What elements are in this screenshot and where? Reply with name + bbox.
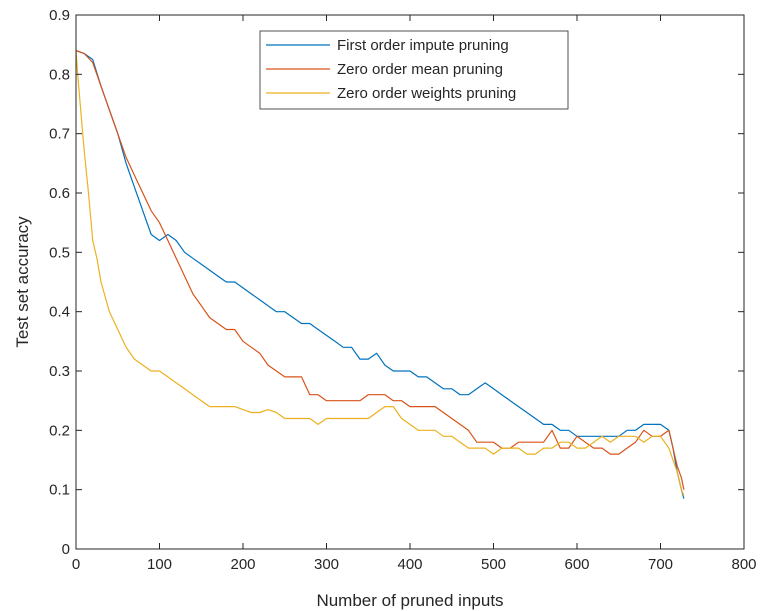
x-tick-label: 800	[731, 556, 756, 573]
y-tick-label: 0.8	[49, 66, 70, 83]
y-tick-label: 0.2	[49, 422, 70, 439]
x-tick-label: 700	[648, 556, 673, 573]
legend-label: First order impute pruning	[337, 37, 509, 54]
x-tick-label: 400	[397, 556, 422, 573]
x-tick-label: 600	[564, 556, 589, 573]
y-axis-label: Test set accuracy	[13, 216, 32, 348]
x-tick-label: 200	[230, 556, 255, 573]
series-line-3	[75, 50, 685, 496]
series-line-2	[75, 50, 685, 490]
series-layer	[75, 50, 685, 499]
y-axis: 0 0.1 0.2 0.3 0.4 0.5 0.6 0.7 0.8 0.9	[49, 7, 744, 558]
legend: First order impute pruning Zero order mea…	[259, 30, 569, 110]
legend-entries: First order impute pruning Zero order mea…	[266, 37, 516, 102]
x-axis: 0 100 200 300 400 500 600 700 800	[72, 15, 757, 573]
x-tick-label: 300	[314, 556, 339, 573]
y-tick-label: 0.4	[49, 304, 70, 321]
x-tick-label: 500	[481, 556, 506, 573]
y-tick-label: 0.3	[49, 363, 70, 380]
x-tick-label: 0	[72, 556, 80, 573]
series-line-1	[75, 50, 685, 499]
x-tick-label: 100	[147, 556, 172, 573]
legend-label: Zero order weights pruning	[337, 85, 516, 102]
y-tick-label: 0.9	[49, 7, 70, 24]
y-tick-label: 0.6	[49, 185, 70, 202]
y-tick-label: 0.5	[49, 244, 70, 261]
legend-box	[259, 30, 569, 110]
x-axis-label: Number of pruned inputs	[316, 591, 503, 610]
legend-label: Zero order mean pruning	[337, 61, 503, 78]
y-tick-label: 0.7	[49, 126, 70, 143]
y-tick-label: 0.1	[49, 482, 70, 499]
y-tick-label: 0	[62, 541, 70, 558]
